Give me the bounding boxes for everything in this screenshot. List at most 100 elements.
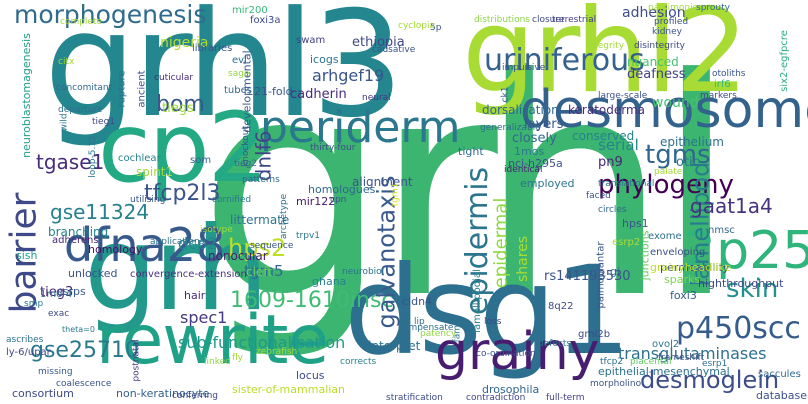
word: grhl	[198, 15, 738, 364]
word: homologues	[308, 183, 376, 196]
word: otoliths	[712, 69, 746, 79]
word: stratification	[386, 393, 443, 403]
word: sub-functionalisation	[178, 333, 346, 352]
word: mir200	[232, 5, 268, 16]
word: causative	[372, 45, 416, 55]
word: dsg1	[344, 240, 631, 382]
word: consortium	[12, 387, 74, 400]
word: closely	[512, 131, 557, 146]
word: identical	[504, 165, 543, 175]
word: cyclopia	[398, 21, 435, 31]
word: applications	[150, 237, 205, 247]
word: cadherin	[290, 87, 347, 102]
word: tgm1	[390, 182, 401, 207]
word: deafness	[627, 67, 686, 82]
word: cuticular	[154, 73, 194, 83]
word: nmsc	[708, 225, 735, 236]
word: isotype	[200, 225, 233, 235]
word: irf6	[714, 79, 731, 90]
word: transglutaminases	[618, 344, 767, 363]
word: nonocular	[208, 249, 268, 263]
word: nci-h295a	[508, 157, 563, 170]
word: otic	[676, 155, 700, 170]
word: neurobiol	[342, 267, 385, 277]
word: hair	[184, 289, 206, 302]
word: conserved	[572, 129, 635, 143]
word: hps1	[622, 217, 649, 230]
word: hps2	[228, 234, 287, 262]
word: rewrite	[96, 301, 329, 380]
word: markers	[700, 91, 737, 101]
word: layers	[524, 117, 564, 132]
word: ethiopia	[352, 35, 405, 50]
word: smp	[24, 299, 44, 309]
word: dorsalisation	[482, 103, 559, 117]
word: ly-6/upar	[6, 347, 51, 358]
word: enveloping	[650, 247, 706, 258]
word: icogs	[310, 53, 339, 66]
word: grhl2	[462, 0, 749, 119]
word: bom	[156, 92, 205, 117]
word: unlocked	[68, 267, 118, 280]
word: grhl2b	[578, 329, 611, 340]
word: epithelial-mesenchymal	[598, 365, 730, 378]
word: cornified	[212, 195, 252, 205]
word: 1609-1610insc	[230, 288, 394, 313]
word: cleft	[246, 265, 273, 279]
word: tgase1	[36, 150, 105, 174]
word: employed	[520, 177, 575, 190]
word: palmoplantar	[595, 241, 607, 309]
word: tgm5	[244, 262, 284, 280]
word: desmoglein	[640, 366, 780, 394]
word: conferring	[172, 391, 219, 401]
word: wild	[59, 113, 70, 132]
word: dcp2	[178, 234, 218, 253]
word: adhesion	[622, 5, 686, 21]
word: corrects	[340, 357, 377, 367]
word: archetype	[279, 193, 290, 240]
word: fly	[232, 353, 243, 363]
word: grhl3	[44, 0, 404, 150]
word: sprouty	[696, 3, 730, 13]
word: sage	[228, 69, 250, 79]
word: tieg3	[40, 285, 74, 300]
word: cldn4	[402, 295, 433, 308]
word: 1mos	[514, 145, 545, 158]
word: rs141193530	[544, 269, 631, 284]
word: som	[190, 155, 212, 166]
word: profiled	[654, 17, 689, 27]
word: citx	[58, 57, 75, 67]
word: complete	[60, 17, 103, 27]
word: tfcp2	[600, 357, 624, 367]
word: highthroughput	[698, 277, 784, 290]
word: keratoderma	[568, 103, 646, 117]
word: departure	[58, 105, 103, 115]
word: grh	[84, 202, 269, 337]
word: swam	[296, 35, 326, 46]
word: ascribes	[6, 335, 44, 345]
word: foxi3	[670, 289, 697, 302]
word: cochlear	[118, 153, 161, 164]
word: gj	[610, 265, 621, 278]
word: contradiction	[466, 393, 526, 403]
word: coalescence	[56, 379, 112, 389]
word: large-scale	[598, 91, 648, 101]
word: esrp2	[612, 237, 641, 248]
word: exome	[648, 231, 682, 242]
word: morpholino	[590, 379, 642, 389]
word: 21-fold	[254, 85, 293, 98]
word: non-keratinocyte	[116, 387, 210, 400]
word: nigeria	[160, 35, 209, 51]
word: ghana	[312, 275, 347, 288]
word: linked	[204, 357, 231, 367]
word: 5p	[430, 23, 442, 33]
word: generalizable	[480, 123, 541, 133]
word: esrps	[56, 285, 86, 298]
word: sister-of-mammalian	[232, 383, 346, 396]
word: evl	[232, 55, 247, 66]
word: libraries	[192, 43, 233, 54]
word: tgms	[645, 140, 711, 170]
word: adherens	[52, 235, 99, 246]
word: sparks	[664, 273, 701, 286]
word: terrestrial	[552, 15, 597, 25]
